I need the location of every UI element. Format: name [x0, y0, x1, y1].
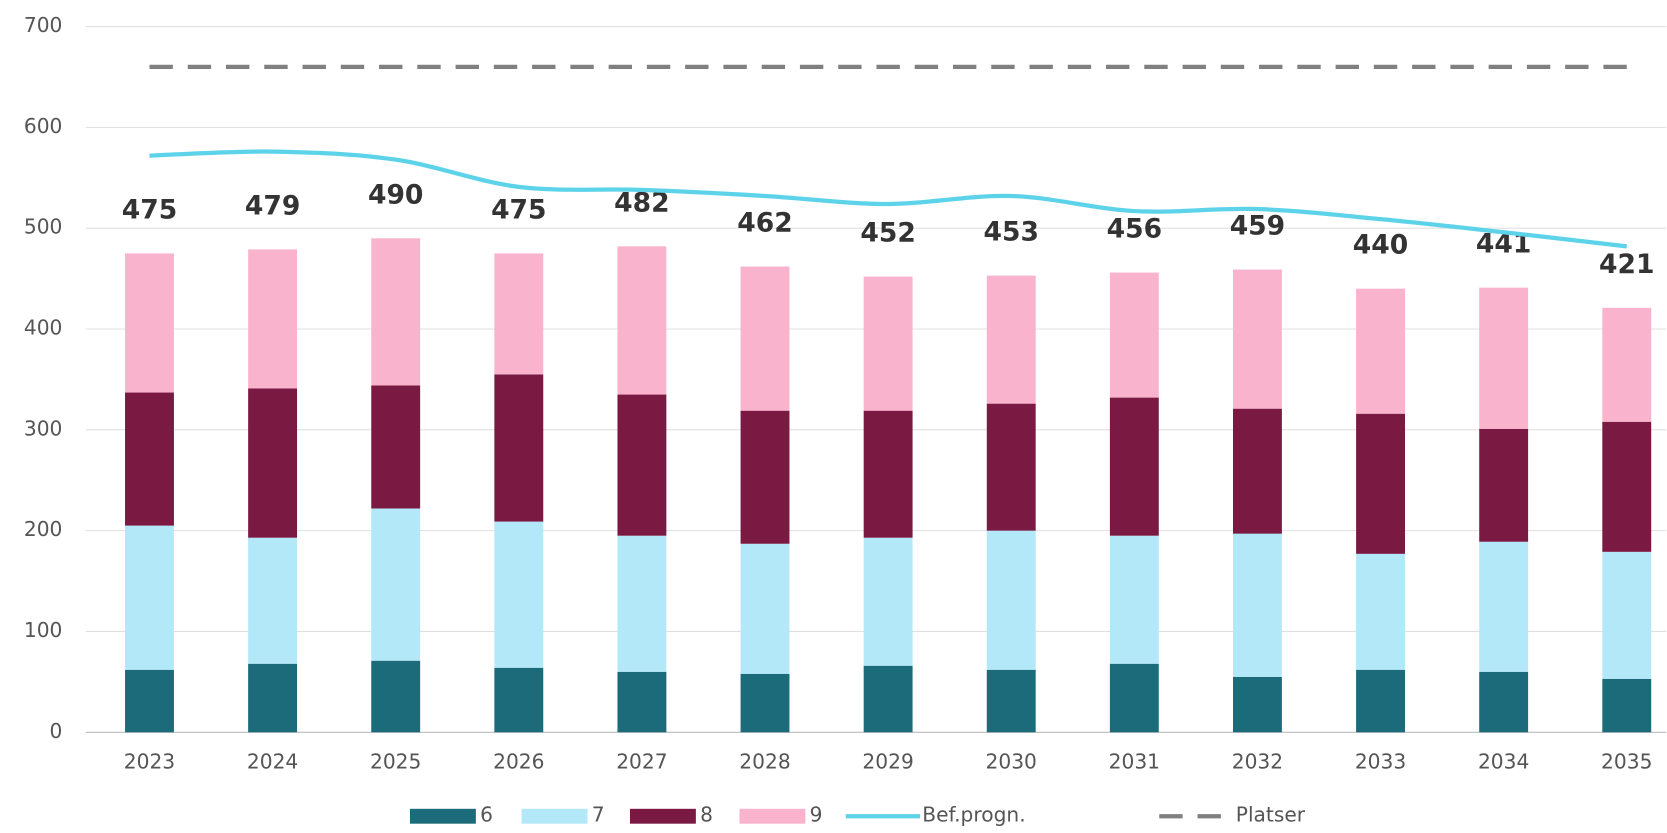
bar-segment	[617, 394, 667, 536]
legend-swatch	[409, 808, 476, 824]
bar-segment	[740, 410, 790, 544]
bar-segment	[1479, 428, 1529, 542]
x-tick-label: 2033	[1355, 750, 1406, 774]
y-tick-label: 200	[24, 517, 63, 541]
bar-segment	[1232, 269, 1282, 409]
bar-segment	[1356, 413, 1405, 554]
bar-segment	[494, 374, 544, 522]
bar-segment	[986, 530, 1036, 670]
y-tick-label: 100	[24, 618, 63, 642]
bar-segment	[248, 388, 298, 538]
legend-label: 7	[592, 803, 605, 827]
bar-segment	[494, 253, 544, 375]
bar-segment	[1232, 533, 1282, 677]
x-tick-label: 2034	[1478, 750, 1529, 774]
bar-segment	[986, 275, 1036, 404]
y-tick-label: 500	[24, 215, 63, 239]
y-tick-label: 600	[24, 114, 63, 138]
bar-segment	[1109, 535, 1159, 664]
total-label: 440	[1353, 230, 1408, 261]
total-label: 421	[1599, 249, 1654, 280]
bar-segment	[248, 249, 298, 389]
legend-swatch	[629, 808, 696, 824]
bar-segment	[125, 669, 174, 733]
bar-segment	[1109, 663, 1159, 733]
total-label: 453	[984, 217, 1039, 248]
bar-segment	[617, 246, 667, 395]
bar-segment	[1602, 551, 1652, 679]
total-label: 456	[1107, 214, 1162, 245]
x-tick-label: 2028	[739, 750, 790, 774]
legend-swatch	[739, 808, 806, 824]
bar-segment	[863, 537, 913, 666]
bar-segment	[740, 543, 790, 674]
bar-segment	[1356, 553, 1405, 670]
bar-segment	[986, 669, 1036, 733]
x-tick-label: 2026	[493, 750, 544, 774]
x-tick-label: 2027	[616, 750, 667, 774]
total-label: 490	[368, 179, 423, 210]
legend-label: 8	[700, 803, 713, 827]
y-tick-label: 700	[24, 13, 63, 37]
y-tick-label: 300	[24, 416, 63, 440]
bar-segment	[1602, 307, 1652, 422]
bar-segment	[863, 665, 913, 733]
bar-segment	[125, 525, 174, 670]
bar-segment	[1109, 272, 1159, 398]
bar-segment	[371, 508, 421, 661]
bar-segment	[371, 238, 421, 386]
bar-segment	[740, 266, 790, 411]
bar-segment	[248, 663, 298, 733]
legend-label: Bef.progn.	[922, 803, 1025, 827]
bar-segment	[986, 403, 1036, 531]
legend-label: Platser	[1236, 803, 1306, 827]
bar-segment	[1479, 541, 1529, 672]
x-tick-label: 2025	[370, 750, 421, 774]
total-label: 475	[122, 194, 177, 225]
bar-segment	[371, 660, 421, 733]
bar-segment	[1109, 397, 1159, 536]
bar-segment	[617, 671, 667, 733]
bar-segment	[1602, 678, 1652, 733]
total-label: 452	[860, 218, 915, 249]
bar-segment	[740, 673, 790, 733]
legend-label: 6	[480, 803, 493, 827]
bar-segment	[617, 535, 667, 672]
bar-segment	[1479, 671, 1529, 733]
legend-swatch	[521, 808, 588, 824]
x-tick-label: 2023	[124, 750, 175, 774]
bar-segment	[125, 253, 174, 393]
bar-segment	[125, 392, 174, 526]
x-tick-label: 2030	[986, 750, 1037, 774]
bar-segment	[863, 276, 913, 411]
total-label: 459	[1230, 211, 1285, 242]
x-tick-label: 2031	[1109, 750, 1160, 774]
bar-segment	[1602, 421, 1652, 552]
bar-segment	[494, 521, 544, 668]
bar-segment	[248, 537, 298, 664]
y-tick-label: 400	[24, 316, 63, 340]
line-series	[149, 149, 1628, 249]
x-tick-label: 2024	[247, 750, 298, 774]
bar-segment	[371, 385, 421, 509]
bar-segment	[1232, 676, 1282, 733]
x-tick-label: 2032	[1232, 750, 1283, 774]
bar-segment	[1479, 287, 1529, 429]
bar-segment	[1232, 408, 1282, 534]
total-label: 462	[737, 208, 792, 239]
x-tick-label: 2035	[1601, 750, 1652, 774]
bar-segment	[863, 410, 913, 538]
bar-segment	[1356, 669, 1405, 733]
bar-segment	[1356, 288, 1405, 414]
total-label: 475	[491, 194, 546, 225]
y-tick-label: 0	[50, 719, 63, 743]
x-tick-label: 2029	[862, 750, 913, 774]
legend-label: 9	[810, 803, 823, 827]
total-label: 479	[245, 190, 300, 221]
bar-segment	[494, 667, 544, 733]
